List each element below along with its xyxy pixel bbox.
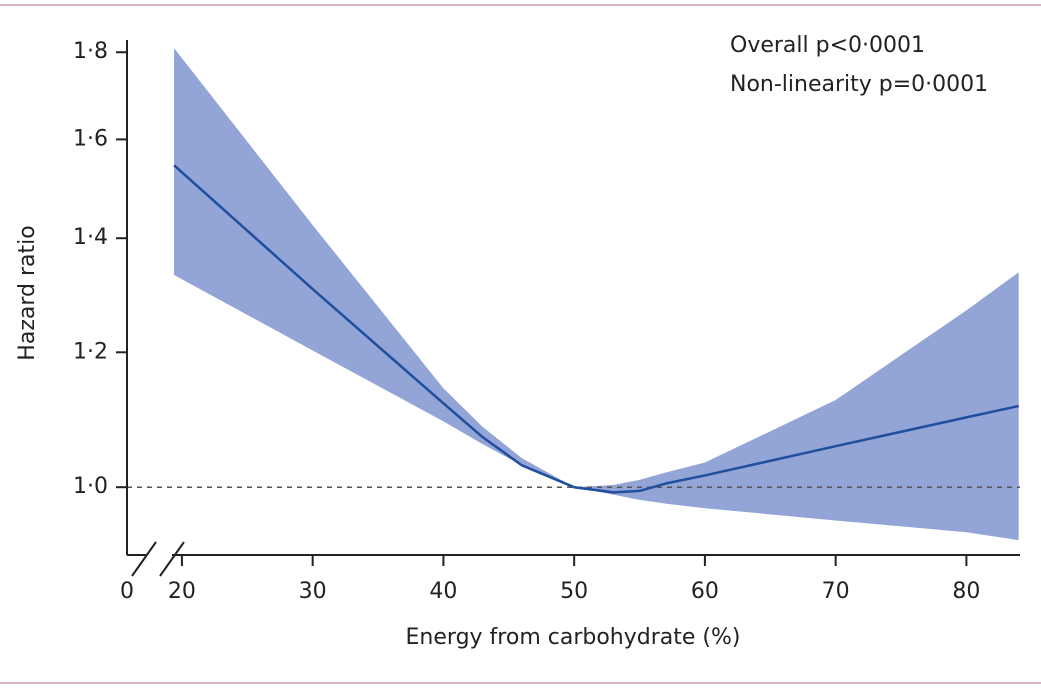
x-axis-label: Energy from carbohydrate (%) bbox=[406, 625, 741, 650]
y-tick-label: 1·2 bbox=[73, 339, 108, 364]
x-tick-label: 40 bbox=[429, 579, 457, 604]
y-tick-label: 1·8 bbox=[73, 39, 108, 64]
axis-break bbox=[131, 541, 157, 577]
y-tick-label: 1·6 bbox=[73, 126, 108, 151]
x-tick-label: 60 bbox=[691, 579, 719, 604]
x-tick-label: 80 bbox=[952, 579, 980, 604]
x-tick-label: 70 bbox=[822, 579, 850, 604]
annotation: Non-linearity p=0·0001 bbox=[730, 72, 988, 97]
y-tick-label: 1·4 bbox=[73, 225, 108, 250]
x-tick-label: 20 bbox=[168, 579, 196, 604]
confidence-band bbox=[174, 48, 1019, 541]
y-tick-label: 1·0 bbox=[73, 474, 108, 499]
x-tick-label: 50 bbox=[560, 579, 588, 604]
x-tick-label: 30 bbox=[299, 579, 327, 604]
y-axis-label: Hazard ratio bbox=[15, 225, 40, 360]
axis-break bbox=[159, 541, 185, 577]
plot-area bbox=[127, 48, 1020, 541]
annotation: Overall p<0·0001 bbox=[730, 33, 925, 58]
hazard-line bbox=[173, 164, 1019, 494]
x-origin-label: 0 bbox=[120, 579, 134, 604]
